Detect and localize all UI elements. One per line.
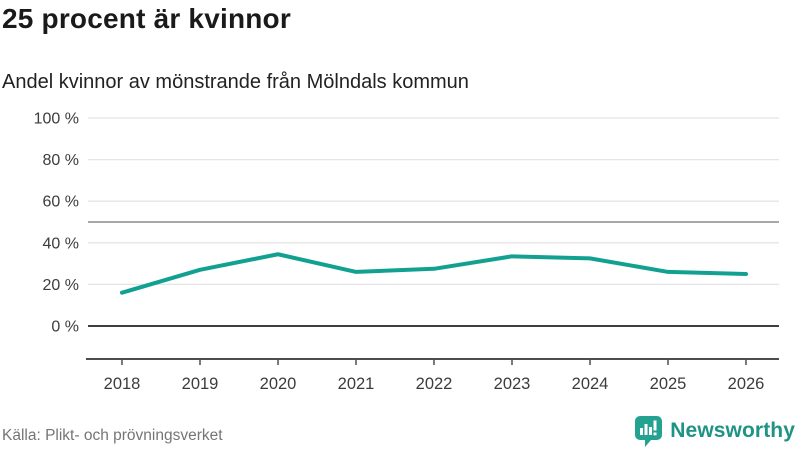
x-tick-label: 2021: [338, 375, 375, 393]
x-tick-label: 2022: [416, 375, 453, 393]
x-tick-label: 2026: [728, 375, 765, 393]
y-tick-label: 40 %: [43, 235, 79, 252]
x-tick-label: 2023: [494, 375, 531, 393]
logo-bar-3: [649, 427, 653, 435]
chart-subtitle: Andel kvinnor av mönstrande från Mölndal…: [2, 71, 469, 93]
logo-exclamation-dot: [653, 432, 657, 436]
y-tick-label: 80 %: [43, 152, 79, 169]
y-tick-label: 0 %: [51, 319, 79, 336]
y-tick-label: 60 %: [43, 194, 79, 211]
x-tick-label: 2019: [182, 375, 219, 393]
newsworthy-logo-text: Newsworthy: [670, 419, 795, 442]
newsworthy-logo: Newsworthy: [634, 415, 795, 447]
data-line: [120, 252, 748, 295]
x-tick-label: 2020: [260, 375, 297, 393]
x-tick-label: 2025: [650, 375, 687, 393]
logo-bar-2: [644, 424, 648, 435]
x-tick-label: 2018: [104, 375, 141, 393]
logo-bar-1: [640, 428, 644, 435]
logo-exclamation-bar: [653, 420, 657, 431]
source-note: Källa: Plikt- och prövningsverket: [2, 427, 223, 444]
x-tick-label: 2024: [572, 375, 609, 393]
line-chart: 0 % 20 % 40 % 60 % 80 % 100 % 2018 2019 2020 2021…: [0, 108, 800, 408]
chart-canvas: 0 % 20 % 40 % 60 % 80 % 100 % 2018 2019 2020 2021…: [34, 111, 779, 393]
y-tick-label: 20 %: [43, 277, 79, 294]
chart-title: 25 procent är kvinnor: [2, 3, 291, 34]
newsworthy-logo-icon: [635, 416, 663, 447]
y-tick-label: 100 %: [34, 111, 79, 128]
